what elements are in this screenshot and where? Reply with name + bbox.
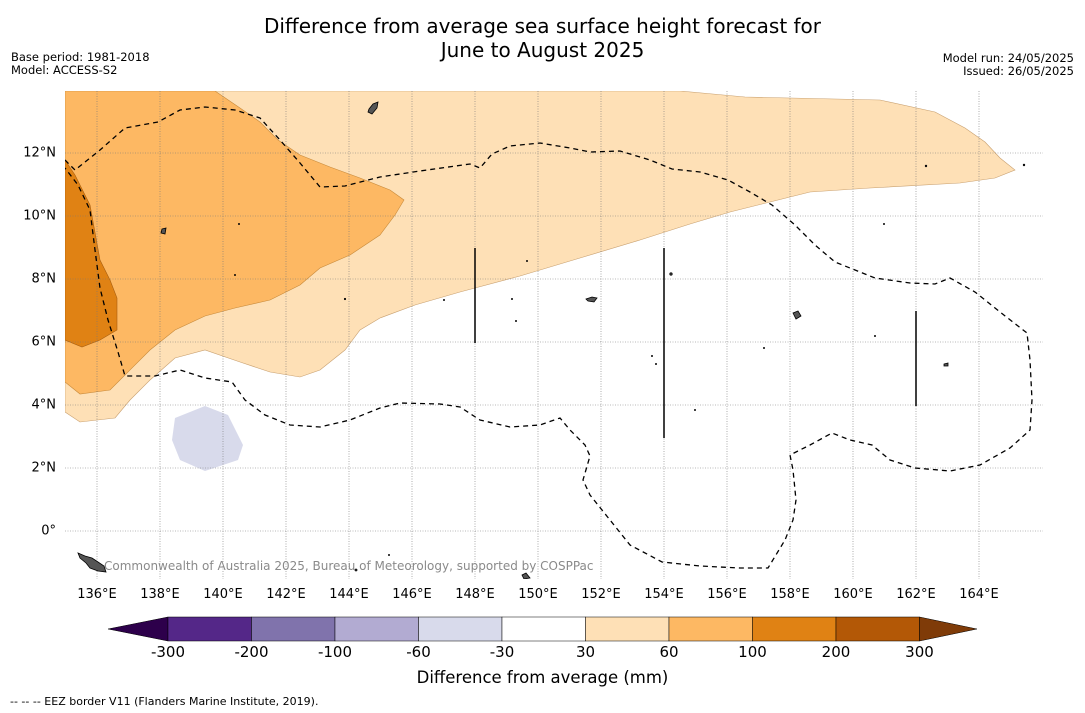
anomaly-region-100-200 bbox=[65, 159, 118, 348]
islands bbox=[77, 101, 1026, 579]
x-tick-label: 158°E bbox=[770, 587, 810, 602]
map-title-line2: June to August 2025 bbox=[440, 38, 645, 62]
colorbar-label: -100 bbox=[317, 643, 353, 661]
issued-date: Issued: 26/05/2025 bbox=[963, 64, 1074, 78]
colorbar-title: Difference from average (mm) bbox=[416, 668, 669, 687]
colorbar-bin-neg-30-30 bbox=[501, 616, 586, 642]
meta-right: Model run: 24/05/2025 Issued: 26/05/2025 bbox=[943, 52, 1074, 78]
model-run: Model run: 24/05/2025 bbox=[942, 51, 1074, 65]
colorbar-bin-30-60 bbox=[585, 616, 670, 642]
y-tick-label: 4°N bbox=[31, 397, 57, 413]
colorbar-label: -200 bbox=[234, 643, 269, 661]
colorbar-bin-60-100 bbox=[668, 616, 753, 642]
colorbar-label: -300 bbox=[150, 643, 186, 661]
x-tick-label: 144°E bbox=[329, 587, 369, 602]
colorbar-bin-100-200 bbox=[752, 616, 837, 642]
colorbar-extend-low bbox=[107, 616, 169, 642]
island-kosrae bbox=[943, 362, 949, 367]
map-title-line1: Difference from average sea surface heig… bbox=[263, 14, 822, 38]
colorbar-bin-neg-200-100 bbox=[251, 616, 336, 642]
x-tick-label: 164°E bbox=[959, 587, 999, 602]
y-tick-label: 10°N bbox=[23, 208, 56, 224]
x-tick-label: 152°E bbox=[581, 587, 621, 602]
island-guam bbox=[367, 101, 379, 115]
anomaly-region-neg-60-30 bbox=[172, 406, 243, 471]
colorbar-label: 60 bbox=[659, 643, 679, 661]
island-chuuk bbox=[585, 296, 598, 303]
colorbar-label: 300 bbox=[905, 643, 934, 661]
colorbar-bin-neg-60-30 bbox=[418, 616, 503, 642]
y-tick-label: 2°N bbox=[31, 460, 57, 476]
island-pohnpei bbox=[792, 310, 802, 320]
y-tick-label: 8°N bbox=[31, 271, 57, 287]
colorbar-bin-neg-100-60 bbox=[334, 616, 419, 642]
colorbar-label: -30 bbox=[489, 643, 515, 661]
x-tick-label: 160°E bbox=[833, 587, 873, 602]
colorbar bbox=[107, 616, 978, 642]
map-credit: Commonwealth of Australia 2025, Bureau o… bbox=[104, 559, 594, 573]
colorbar-label: 100 bbox=[738, 643, 767, 661]
colorbar-label: 200 bbox=[821, 643, 851, 661]
x-tick-label: 154°E bbox=[644, 587, 684, 602]
x-tick-label: 138°E bbox=[140, 587, 180, 602]
colorbar-label: -60 bbox=[406, 643, 431, 661]
x-tick-label: 146°E bbox=[392, 587, 432, 602]
island-manus bbox=[521, 572, 531, 579]
x-tick-label: 142°E bbox=[266, 587, 306, 602]
map-area bbox=[65, 91, 1043, 579]
base-period: Base period: 1981-2018 bbox=[11, 50, 150, 64]
eez-footnote: -- -- -- EEZ border V11 (Flanders Marine… bbox=[10, 695, 319, 708]
x-tick-label: 156°E bbox=[707, 587, 747, 602]
map-title: Difference from average sea surface heig… bbox=[0, 14, 1085, 62]
y-tick-label: 6°N bbox=[31, 334, 57, 350]
anomaly-region-60-100 bbox=[65, 91, 405, 395]
x-tick-label: 140°E bbox=[203, 587, 243, 602]
meta-left: Base period: 1981-2018 Model: ACCESS-S2 bbox=[11, 51, 150, 77]
island-yap bbox=[160, 227, 167, 235]
colorbar-label: 30 bbox=[575, 643, 596, 661]
colorbar-bin-neg-300-200 bbox=[167, 616, 252, 642]
colorbar-bin-200-300 bbox=[835, 616, 920, 642]
eez-border bbox=[65, 106, 1033, 569]
x-tick-label: 162°E bbox=[896, 587, 936, 602]
x-tick-label: 136°E bbox=[77, 587, 117, 602]
y-tick-label: 12°N bbox=[23, 145, 56, 161]
model-name: Model: ACCESS-S2 bbox=[11, 63, 118, 77]
colorbar-extend-high bbox=[919, 616, 978, 642]
x-tick-label: 148°E bbox=[455, 587, 495, 602]
x-tick-label: 150°E bbox=[518, 587, 558, 602]
y-tick-label: 0° bbox=[41, 523, 56, 539]
island-png-north bbox=[77, 552, 107, 573]
